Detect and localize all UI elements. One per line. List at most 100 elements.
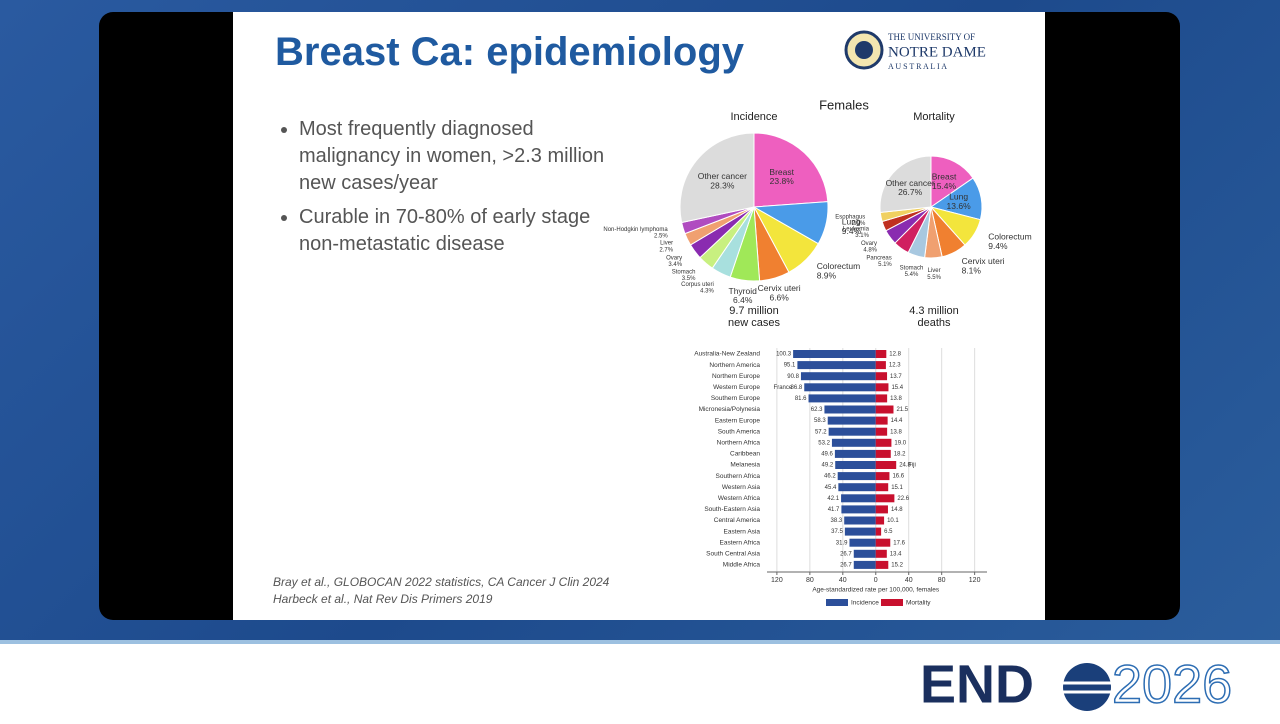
bar-value-label: 100.3: [776, 352, 792, 358]
category-label: Southern Africa: [716, 473, 761, 480]
legend-swatch: [826, 599, 848, 606]
pie-slice: [879, 155, 932, 213]
bar-value-label: 13.7: [890, 374, 902, 380]
bar-value-label: 6.5: [884, 529, 893, 535]
bar-value-label: 46.2: [824, 474, 836, 480]
bar-value-label: 95.1: [784, 363, 796, 369]
bar: [853, 560, 876, 569]
bar: [841, 494, 876, 503]
category-label: Western Europe: [713, 384, 760, 391]
category-label: Central America: [714, 517, 761, 524]
slide: Breast Ca: epidemiology Most frequently …: [233, 12, 1045, 620]
legend-label: Mortality: [906, 600, 931, 607]
category-label: Southern Europe: [711, 395, 761, 402]
bar: [804, 383, 876, 392]
bar: [793, 350, 876, 358]
bar: [797, 361, 876, 370]
pie-caption: 9.7 million new cases: [728, 305, 780, 329]
bar: [875, 483, 889, 492]
pie-title: Incidence: [730, 111, 777, 123]
slice-value: 3.4%: [668, 262, 682, 268]
slice-label: Colorectum: [988, 231, 1031, 241]
category-label: Eastern Africa: [720, 539, 761, 546]
bar: [875, 549, 887, 558]
bar: [853, 549, 876, 558]
category-label: Eastern Asia: [724, 528, 761, 535]
bar-value-label: 15.4: [891, 385, 903, 391]
slice-value: 9.4%: [988, 241, 1008, 251]
slice-label: Ovary: [861, 241, 877, 247]
bar: [875, 361, 886, 370]
x-tick-label: 120: [771, 577, 783, 584]
bar: [875, 383, 889, 392]
bar-value-label: 26.7: [840, 551, 852, 557]
slice-value: 8.1%: [962, 266, 982, 276]
pie-title: Mortality: [913, 111, 955, 123]
slice-label: Ovary: [666, 255, 682, 261]
bar: [841, 505, 876, 514]
category-label: Eastern Europe: [715, 417, 761, 424]
bar-value-label: 38.3: [831, 518, 843, 524]
category-label: Northern Europe: [712, 373, 760, 380]
slice-value: 23.8%: [770, 176, 795, 186]
bar: [875, 538, 891, 547]
logo-text: NOTRE DAME: [888, 44, 986, 60]
bar-value-label: 13.8: [890, 396, 902, 402]
bar: [875, 527, 882, 536]
logo-crest-inner: [855, 41, 873, 59]
bar-value-label: 15.1: [891, 485, 903, 491]
slice-value: 5.4%: [905, 272, 919, 278]
brand-globe: [1063, 663, 1111, 711]
bar-value-label: 81.6: [795, 396, 807, 402]
bar: [837, 472, 876, 481]
slice-value: 5.5%: [927, 275, 941, 281]
bar-value-label: 86.8: [791, 385, 803, 391]
bar: [875, 394, 888, 403]
bar: [875, 427, 888, 436]
slice-label: Stomach: [900, 265, 924, 271]
bar-value-label: 42.1: [827, 496, 839, 502]
x-axis-label: Age-standardized rate per 100,000, femal…: [812, 587, 940, 594]
bar: [834, 449, 876, 458]
bar-value-label: 13.8: [890, 429, 902, 435]
slice-label: Lung: [949, 192, 968, 202]
bar: [844, 527, 876, 536]
category-label: Middle Africa: [723, 562, 761, 569]
slice-label: Esophagus: [835, 214, 865, 220]
slice-label: Other cancer: [886, 178, 935, 188]
bar-value-label: 14.4: [891, 418, 903, 424]
slice-label: Lung: [842, 217, 861, 227]
slice-value: 6.4%: [733, 295, 753, 305]
bar-value-label: 41.7: [828, 507, 840, 513]
category-label: Australia-New Zealand: [694, 351, 760, 358]
category-label: Melanesia: [730, 462, 760, 469]
bar: [838, 483, 876, 492]
slice-label: Stomach: [672, 270, 696, 276]
category-label: Northern Africa: [717, 440, 761, 447]
bar-value-label: 49.2: [822, 463, 834, 469]
bar-value-label: 10.1: [887, 518, 899, 524]
bar: [827, 416, 876, 425]
slice-label: Leukemia: [843, 227, 870, 233]
brand-year: 2026: [1112, 654, 1232, 714]
bar-value-label: 12.8: [889, 352, 901, 358]
legend-swatch: [881, 599, 903, 606]
pie-slice: [679, 132, 755, 224]
slice-value: 3.5%: [682, 276, 696, 282]
slice-label: Thyroid: [729, 286, 758, 296]
bar: [875, 405, 894, 414]
bar-value-label: 16.6: [892, 474, 904, 480]
category-label: South America: [718, 428, 761, 435]
bar: [828, 427, 876, 436]
slice-label: Liver: [928, 268, 941, 274]
bullet: Most frequently diagnosed malignancy in …: [299, 116, 619, 197]
slice-value: 2.9%: [852, 221, 866, 227]
bar: [875, 560, 889, 569]
bar-value-label: 31.9: [836, 540, 848, 546]
bar-value-label: 21.5: [896, 407, 908, 413]
bar-value-label: 19.0: [894, 440, 906, 446]
brand-globe-lines: [1063, 681, 1111, 694]
x-tick-label: 40: [905, 577, 913, 584]
category-label: Micronesia/Polynesia: [699, 406, 761, 413]
